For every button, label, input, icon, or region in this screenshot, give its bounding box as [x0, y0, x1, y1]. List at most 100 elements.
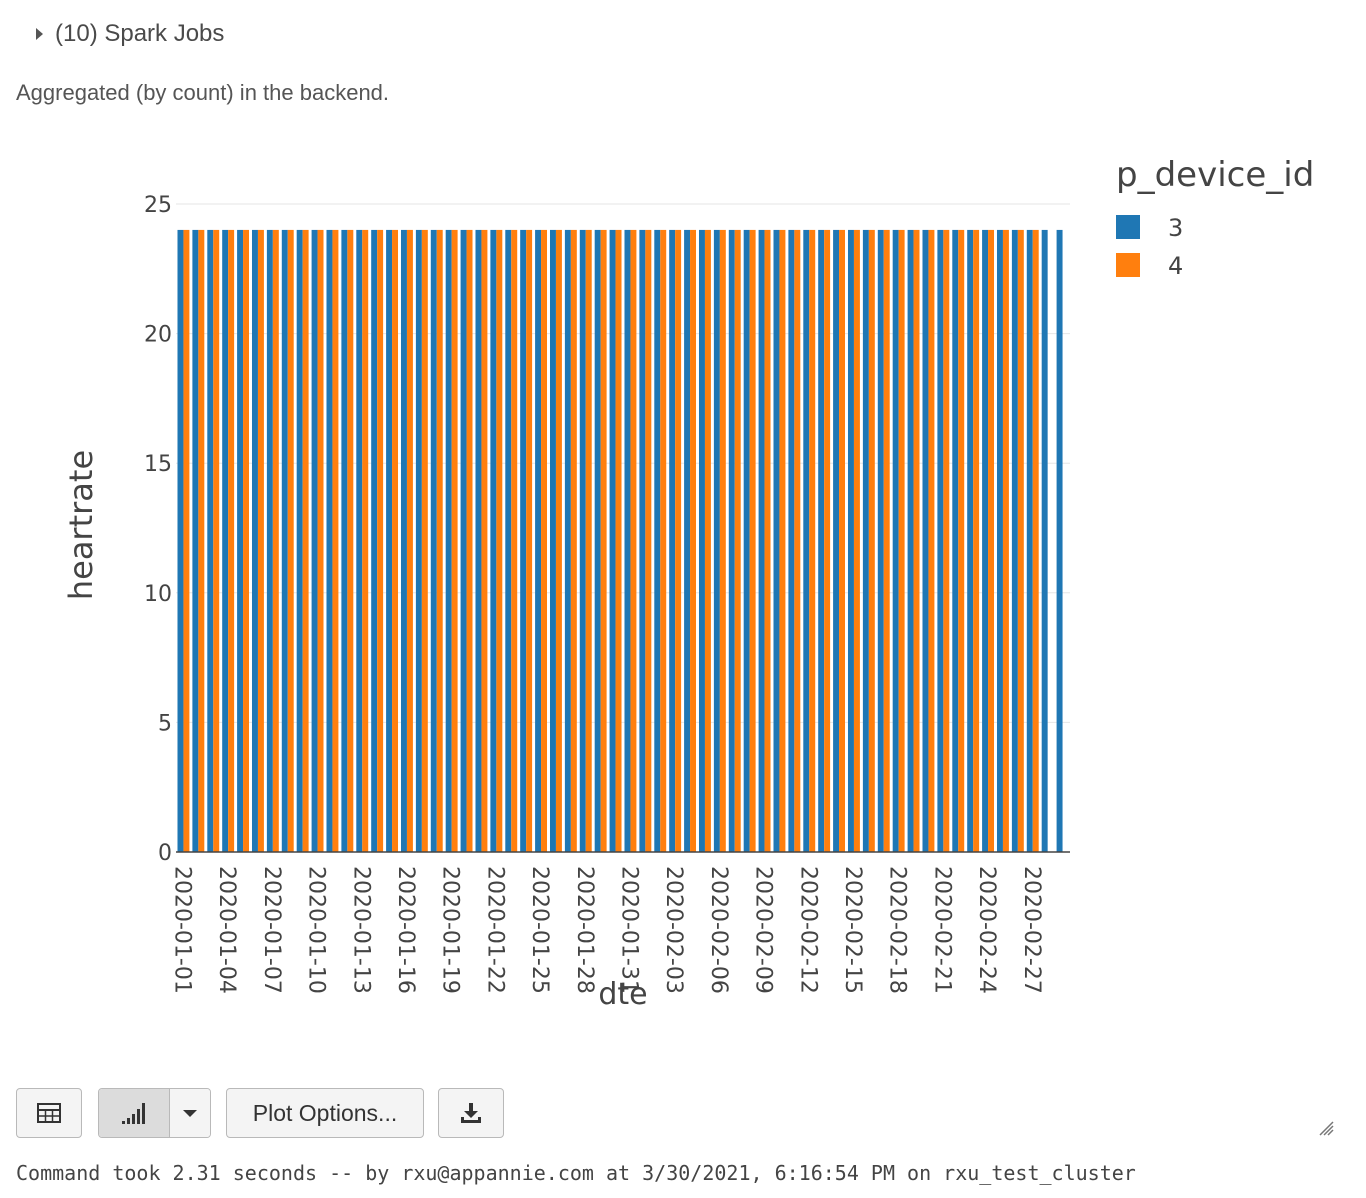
bar: [526, 229, 533, 853]
bar: [1032, 229, 1039, 853]
bar: [237, 229, 244, 853]
legend-swatch: [1116, 215, 1140, 239]
bar: [615, 229, 622, 853]
bar: [549, 229, 556, 853]
bar: [421, 229, 428, 853]
resize-handle-icon[interactable]: [1316, 1118, 1334, 1136]
bar: [839, 229, 846, 853]
bar: [773, 229, 780, 853]
bar: [630, 229, 637, 853]
plot-options-label: Plot Options...: [252, 1099, 398, 1126]
bar: [743, 229, 750, 853]
x-tick-label: 2020-01-19: [438, 866, 463, 994]
bar: [466, 229, 473, 853]
bar: [222, 229, 229, 853]
bar: [675, 229, 682, 853]
chevron-down-icon: [183, 1109, 197, 1117]
bar: [690, 229, 697, 853]
bar: [430, 229, 437, 853]
bar: [719, 229, 726, 853]
chart-type-dropdown[interactable]: [170, 1089, 210, 1137]
x-tick-label: 2020-01-04: [214, 866, 239, 994]
bar: [243, 229, 250, 853]
bar: [996, 229, 1003, 853]
bar: [287, 229, 294, 853]
plot-options-button[interactable]: Plot Options...: [226, 1088, 424, 1138]
x-tick-label: 2020-02-27: [1019, 866, 1044, 994]
bar: [272, 229, 279, 853]
legend-title: p_device_id: [1116, 155, 1314, 195]
spark-jobs-toggle[interactable]: (10) Spark Jobs: [30, 18, 224, 50]
bar: [377, 229, 384, 853]
bar: [788, 229, 795, 853]
aggregation-note: Aggregated (by count) in the backend.: [16, 80, 390, 105]
x-tick-label: 2020-01-28: [572, 866, 597, 994]
x-tick-label: 2020-02-03: [661, 866, 686, 994]
x-tick-label: 2020-02-21: [929, 866, 954, 994]
x-tick-label: 2020-01-16: [393, 866, 418, 994]
bar: [883, 229, 890, 853]
bar: [371, 229, 378, 853]
x-tick-label: 2020-02-09: [751, 866, 776, 994]
bar: [347, 229, 354, 853]
bar: [281, 229, 288, 853]
bar: [541, 229, 548, 853]
bar: [973, 229, 980, 853]
bar: [824, 229, 831, 853]
bar: [943, 229, 950, 853]
bar: [445, 229, 452, 853]
bar: [362, 229, 369, 853]
y-tick-label: 0: [158, 841, 172, 866]
bar: [698, 229, 705, 853]
table-view-button[interactable]: [16, 1088, 82, 1138]
legend-item: 3: [1168, 214, 1183, 242]
bar: [257, 229, 264, 853]
y-tick-label: 20: [144, 323, 172, 348]
bar: [177, 229, 184, 853]
bar: [341, 229, 348, 853]
bar: [684, 229, 691, 853]
bar-chart-icon: [122, 1103, 145, 1124]
bar: [460, 229, 467, 853]
bar: [803, 229, 810, 853]
bar: [728, 229, 735, 853]
bar: [892, 229, 899, 853]
bar: [1041, 229, 1048, 853]
bar: [564, 229, 571, 853]
x-tick-label: 2020-01-01: [169, 866, 194, 994]
bar: [958, 229, 965, 853]
x-tick-label: 2020-02-06: [706, 866, 731, 994]
x-tick-label: 2020-01-07: [259, 866, 284, 994]
table-icon: [37, 1103, 61, 1123]
bar: [511, 229, 518, 853]
x-tick-label: 2020-02-15: [840, 866, 865, 994]
bar: [228, 229, 235, 853]
bar: [555, 229, 562, 853]
bar: [988, 229, 995, 853]
bar: [734, 229, 741, 853]
bar: [853, 229, 860, 853]
chart-view-button[interactable]: [99, 1089, 170, 1137]
download-button[interactable]: [438, 1088, 504, 1138]
bar: [535, 229, 542, 853]
x-tick-label: 2020-01-31: [616, 866, 641, 994]
bar: [192, 229, 199, 853]
bar: [952, 229, 959, 853]
bar: [266, 229, 273, 853]
bar: [913, 229, 920, 853]
bar: [570, 229, 577, 853]
bar: [654, 229, 661, 853]
y-tick-label: 5: [158, 711, 172, 736]
bar: [660, 229, 667, 853]
bar: [764, 229, 771, 853]
bar: [1017, 229, 1024, 853]
bar: [922, 229, 929, 853]
bar: [645, 229, 652, 853]
bar: [1056, 229, 1063, 853]
y-tick-label: 15: [144, 452, 172, 477]
bar: [898, 229, 905, 853]
y-tick-label: 10: [144, 582, 172, 607]
bar: [809, 229, 816, 853]
bar: [251, 229, 258, 853]
bar: [451, 229, 458, 853]
